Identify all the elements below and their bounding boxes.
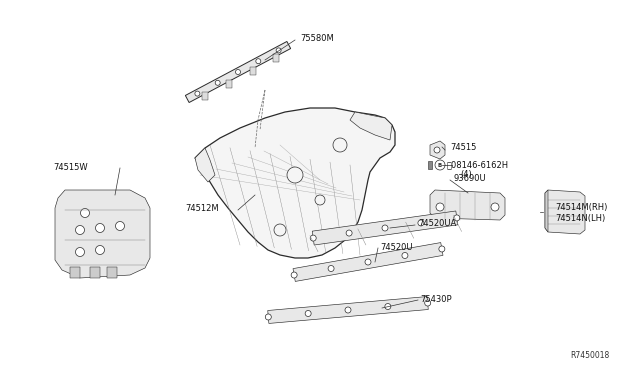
Polygon shape (430, 190, 505, 220)
Circle shape (434, 147, 440, 153)
Circle shape (491, 203, 499, 211)
Polygon shape (186, 41, 291, 103)
Polygon shape (202, 92, 208, 100)
Circle shape (274, 224, 286, 236)
Polygon shape (195, 108, 395, 258)
Circle shape (345, 307, 351, 313)
Polygon shape (350, 112, 392, 140)
Text: 93690U: 93690U (453, 173, 486, 183)
Circle shape (436, 203, 444, 211)
Text: 74512M: 74512M (185, 203, 219, 212)
Polygon shape (268, 296, 428, 323)
Text: B: B (438, 163, 442, 168)
Circle shape (266, 314, 271, 320)
Circle shape (333, 138, 347, 152)
Polygon shape (312, 211, 458, 245)
Polygon shape (226, 80, 232, 87)
Circle shape (291, 272, 297, 278)
Text: 74515W: 74515W (53, 163, 88, 171)
Circle shape (435, 160, 445, 170)
Circle shape (365, 259, 371, 265)
Circle shape (256, 59, 261, 64)
Circle shape (76, 247, 84, 257)
Polygon shape (545, 190, 548, 232)
Circle shape (305, 311, 311, 317)
Polygon shape (428, 161, 432, 169)
Text: 75430P: 75430P (420, 295, 452, 305)
Text: 74520U: 74520U (380, 243, 413, 251)
Text: 74514N(LH): 74514N(LH) (555, 214, 605, 222)
Polygon shape (430, 141, 445, 159)
Polygon shape (90, 267, 100, 278)
Polygon shape (545, 190, 585, 234)
Circle shape (195, 91, 200, 96)
Circle shape (310, 235, 316, 241)
Circle shape (76, 225, 84, 234)
Circle shape (382, 225, 388, 231)
Text: (4): (4) (460, 170, 472, 179)
Circle shape (346, 230, 352, 236)
Text: R7450018: R7450018 (570, 351, 609, 360)
Polygon shape (195, 148, 215, 182)
Polygon shape (250, 67, 255, 75)
Text: 75580M: 75580M (300, 33, 333, 42)
Circle shape (95, 224, 104, 232)
Circle shape (402, 253, 408, 259)
Circle shape (81, 208, 90, 218)
Circle shape (276, 48, 281, 53)
Text: 74520UA: 74520UA (418, 218, 456, 228)
Polygon shape (55, 190, 150, 278)
Text: 74514M(RH): 74514M(RH) (555, 202, 607, 212)
Circle shape (385, 304, 391, 310)
Polygon shape (273, 54, 279, 62)
Circle shape (418, 220, 424, 226)
Polygon shape (293, 243, 443, 282)
Circle shape (215, 80, 220, 85)
Polygon shape (107, 267, 117, 278)
Polygon shape (70, 267, 80, 278)
Circle shape (439, 246, 445, 252)
Circle shape (425, 300, 431, 306)
Circle shape (95, 246, 104, 254)
Circle shape (115, 221, 125, 231)
Text: 74515: 74515 (450, 142, 476, 151)
Circle shape (236, 70, 241, 74)
Circle shape (315, 195, 325, 205)
Circle shape (454, 215, 460, 221)
Circle shape (328, 266, 334, 272)
Circle shape (287, 167, 303, 183)
Text: Ⓑ08146-6162H: Ⓑ08146-6162H (447, 160, 509, 170)
